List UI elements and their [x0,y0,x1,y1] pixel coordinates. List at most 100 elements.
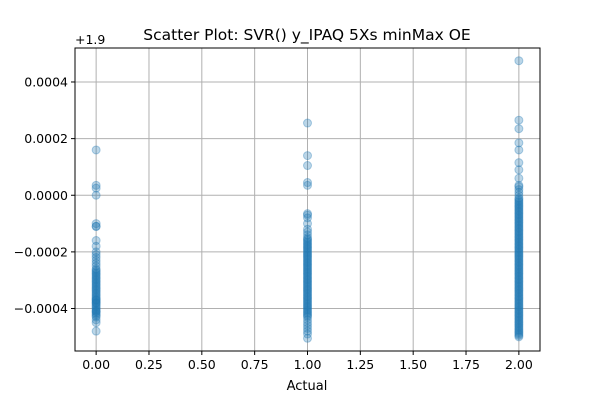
data-point [514,277,524,287]
data-point [514,173,524,183]
data-point [91,282,101,292]
data-point [303,315,312,325]
data-point [91,268,101,278]
data-point [514,292,524,302]
x-tick-label-6: 1.50 [399,357,427,372]
data-point [91,279,101,289]
x-axis-title: Actual [287,379,328,394]
data-point [91,285,101,295]
data-point [514,325,524,335]
data-point [514,226,524,236]
data-point [514,330,524,340]
data-point [303,285,312,295]
data-point [91,265,101,275]
data-point [514,265,524,275]
data-point [514,253,524,263]
data-point [91,275,101,285]
data-point [91,304,101,314]
data-point [91,312,101,322]
data-point [514,227,524,237]
data-point [514,262,524,272]
data-point [303,240,312,250]
data-point [514,267,524,277]
x-tick-label-0: 0.00 [82,357,110,372]
data-point [514,258,524,268]
y-tick-label-1: −0.0002 [14,244,68,259]
data-point [91,253,101,263]
data-point [303,209,312,219]
y-axis-ticks: −0.0004 −0.0002 0.0000 0.0002 0.0004 [14,74,75,316]
x-tick-label-4: 1.00 [294,357,322,372]
data-point [514,223,524,233]
data-point [514,294,524,304]
data-point [91,221,101,231]
data-point [514,214,524,224]
data-point [91,261,101,271]
data-point [514,315,524,325]
data-point [303,118,312,128]
data-point [514,318,524,328]
y-tick-label-0: −0.0004 [14,301,68,316]
data-point [303,267,312,277]
data-point [514,296,524,306]
data-point [303,287,312,297]
data-point [514,217,524,227]
data-point [514,219,524,229]
data-point [91,264,101,274]
data-point [514,312,524,322]
data-point [303,243,312,253]
data-point [514,264,524,274]
data-point [514,234,524,244]
data-point [91,306,101,316]
data-point [303,261,312,271]
data-point [514,115,524,125]
data-point [303,305,312,315]
data-point [91,298,101,308]
data-point [514,323,524,333]
data-point [303,258,312,268]
data-point [303,323,312,333]
data-point [514,209,524,219]
data-point [514,301,524,311]
data-point [303,329,312,339]
data-point [303,244,312,254]
data-point [303,281,312,291]
data-point [91,270,101,280]
data-point [303,308,312,318]
data-point [91,278,101,288]
data-point [514,202,524,212]
data-point [303,210,312,220]
data-point [514,284,524,294]
data-point [91,281,101,291]
data-point [91,241,101,251]
data-point [514,200,524,210]
data-point [514,288,524,298]
data-point [514,313,524,323]
data-point [91,255,101,265]
data-point [303,224,312,234]
data-point [514,240,524,250]
data-point [514,210,524,220]
data-point [514,207,524,217]
data-point [303,295,312,305]
data-point [514,257,524,267]
data-point [303,260,312,270]
data-point [514,248,524,258]
data-point [303,333,312,343]
data-point [303,247,312,257]
data-point [91,271,101,281]
data-point [514,308,524,318]
data-point [514,211,524,221]
data-point [303,306,312,316]
data-point [514,190,524,200]
data-point [303,288,312,298]
data-point [91,308,101,318]
data-point [303,238,312,248]
x-tick-label-1: 0.25 [135,357,163,372]
data-point [514,165,524,175]
data-point [303,311,312,321]
data-point [514,279,524,289]
data-point [514,272,524,282]
data-point [514,329,524,339]
